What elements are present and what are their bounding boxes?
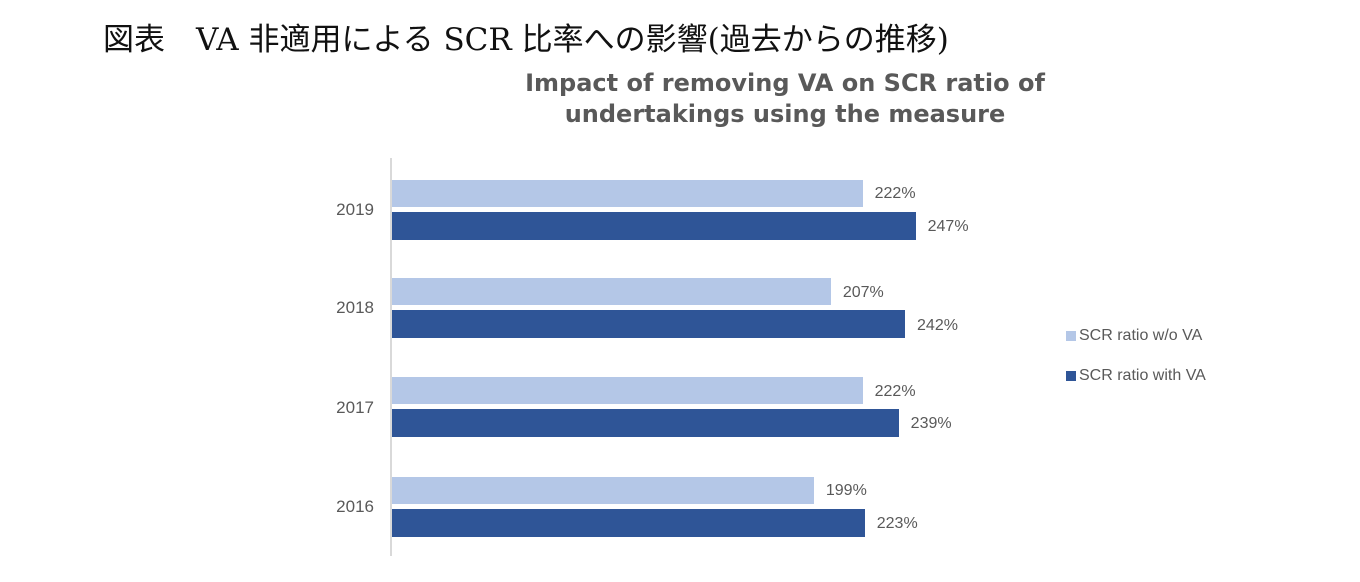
value-label-2016-with-va: 223% [876, 515, 918, 532]
value-label-2017-with-va: 239% [910, 415, 952, 432]
bar-2016-without-va [392, 477, 814, 504]
bar-2017-with-va [392, 409, 899, 437]
y-tick-2017: 2017 [336, 398, 374, 417]
y-tick-2019: 2019 [336, 200, 374, 219]
bar-2018-with-va [392, 310, 906, 338]
value-label-2016-without-va: 199% [825, 482, 867, 499]
bar-2016-with-va [392, 509, 865, 537]
legend-label-without-va: SCR ratio w/o VA [1079, 327, 1203, 344]
page-title: 図表 VA 非適用による SCR 比率への影響(過去からの推移) [103, 22, 949, 58]
y-axis-line [390, 158, 392, 556]
bar-2017-without-va [392, 377, 863, 404]
legend-item-with-va: SCR ratio with VA [1066, 366, 1206, 386]
y-tick-2016: 2016 [336, 497, 374, 516]
legend-label-with-va: SCR ratio with VA [1079, 367, 1206, 384]
value-label-2019-with-va: 247% [927, 218, 969, 235]
chart-title-line-2: undertakings using the measure [564, 100, 1006, 128]
chart-title: Impact of removing VA on SCR ratio of un… [440, 68, 1130, 130]
y-tick-2018: 2018 [336, 298, 374, 317]
bar-2019-without-va [392, 180, 863, 207]
legend-swatch-with-va [1066, 371, 1076, 381]
value-label-2017-without-va: 222% [874, 383, 916, 400]
value-label-2018-with-va: 242% [917, 317, 958, 334]
chart-title-line-1: Impact of removing VA on SCR ratio of [525, 69, 1045, 97]
value-label-2018-without-va: 207% [842, 284, 884, 301]
legend-item-without-va: SCR ratio w/o VA [1066, 326, 1206, 346]
bar-2018-without-va [392, 278, 831, 305]
value-label-2019-without-va: 222% [874, 185, 916, 202]
chart-legend: SCR ratio w/o VA SCR ratio with VA [1066, 326, 1206, 406]
bar-2019-with-va [392, 212, 916, 240]
legend-swatch-without-va [1066, 331, 1076, 341]
